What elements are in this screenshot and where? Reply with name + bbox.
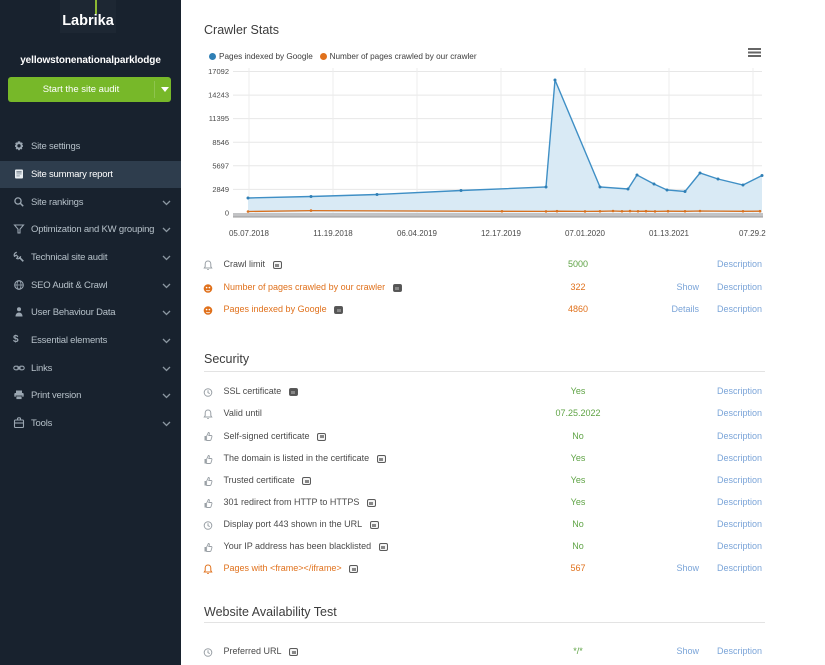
svg-text:8546: 8546	[212, 138, 229, 147]
svg-text:0: 0	[225, 209, 229, 218]
svg-text:07.01.2020: 07.01.2020	[565, 229, 606, 238]
svg-text:2849: 2849	[212, 185, 229, 194]
svg-text:14243: 14243	[208, 91, 229, 100]
svg-text:17092: 17092	[208, 67, 229, 76]
svg-text:01.13.2021: 01.13.2021	[649, 229, 690, 238]
svg-text:05.07.2018: 05.07.2018	[229, 229, 270, 238]
svg-text:11.19.2018: 11.19.2018	[313, 229, 353, 238]
svg-text:06.04.2019: 06.04.2019	[397, 229, 438, 238]
svg-text:11395: 11395	[209, 114, 229, 123]
svg-text:07.29.2: 07.29.2	[739, 229, 766, 238]
svg-text:12.17.2019: 12.17.2019	[481, 229, 522, 238]
svg-text:5697: 5697	[212, 161, 229, 170]
